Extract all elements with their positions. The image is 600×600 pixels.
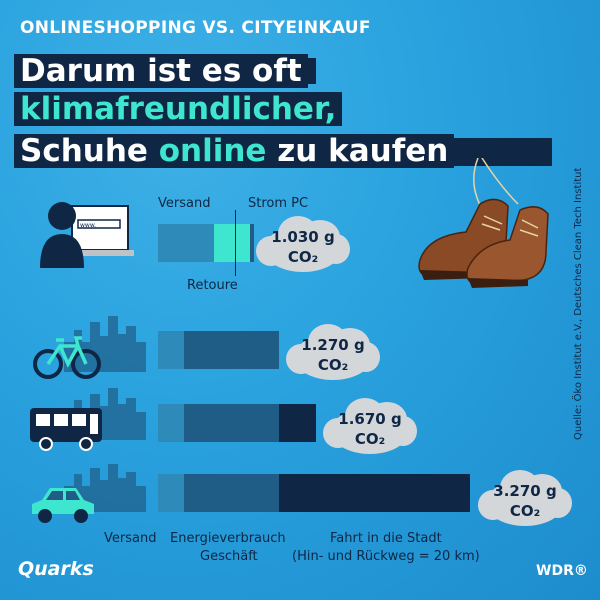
co2-unit: CO₂: [354, 430, 386, 448]
headline-bar-decoration: [450, 138, 552, 166]
label-leader-line: [235, 210, 236, 276]
co2-value: 1.030 g: [271, 228, 335, 246]
bike-bar: [158, 331, 279, 369]
headline-line-1: Darum ist es oft: [14, 54, 308, 88]
bus-bar: [158, 404, 316, 442]
headline-line-3: Schuhe online zu kaufen: [14, 133, 455, 169]
bar-segment-versand: [158, 331, 184, 369]
legend-energie-line2: Geschäft: [200, 549, 258, 564]
legend-energie-line1: Energieverbrauch: [170, 531, 286, 546]
co2-value: 3.270 g: [493, 482, 557, 500]
co2-cloud-bike: 1.270 g CO₂: [286, 322, 380, 380]
car-bar: [158, 474, 470, 512]
headline-accent: online: [158, 133, 267, 169]
label-strom-pc: Strom PC: [248, 196, 309, 211]
co2-cloud-bus: 1.670 g CO₂: [323, 396, 417, 454]
bar-segment-energie: [184, 474, 279, 512]
bar-segment-fahrt: [279, 404, 316, 442]
computer-user-icon: www.: [40, 202, 134, 268]
bar-segment-energie: [184, 331, 279, 369]
car-icon: [32, 488, 94, 523]
quarks-logo: Quarks: [18, 558, 94, 580]
bar-segment-fahrt: [279, 474, 470, 512]
bar-segment-retoure: [214, 224, 250, 262]
bar-segment-strom-pc: [250, 224, 254, 262]
co2-unit: CO₂: [317, 356, 349, 374]
bus-icon: [30, 408, 102, 451]
co2-cloud-car: 3.270 g CO₂: [478, 468, 572, 526]
headline-text: zu kaufen: [266, 133, 449, 169]
legend-versand: Versand: [104, 531, 157, 546]
legend-fahrt-line1: Fahrt in die Stadt: [330, 531, 442, 546]
bicycle-icon: [33, 336, 101, 379]
laptop-url-text: www.: [80, 222, 96, 229]
bar-segment-energie: [184, 404, 279, 442]
co2-value: 1.270 g: [301, 336, 365, 354]
kicker-title: ONLINESHOPPING VS. CITYEINKAUF: [20, 18, 371, 38]
label-versand-top: Versand: [158, 196, 211, 211]
bar-segment-versand: [158, 224, 214, 262]
co2-unit: CO₂: [287, 248, 319, 266]
headline-line-2: klimafreundlicher,: [14, 92, 343, 126]
co2-unit: CO₂: [509, 502, 541, 520]
source-note: Quelle: Öko Institut e.V., Deutsches Cle…: [573, 167, 584, 440]
wdr-logo: WDR®: [536, 563, 588, 579]
city-skyline-icon: [64, 464, 146, 512]
co2-value: 1.670 g: [338, 410, 402, 428]
label-retoure: Retoure: [187, 278, 238, 293]
shoes-illustration: [418, 158, 549, 288]
bar-segment-versand: [158, 474, 184, 512]
legend-fahrt-line2: (Hin- und Rückweg = 20 km): [292, 549, 480, 564]
co2-cloud-online: 1.030 g CO₂: [256, 214, 350, 272]
bar-segment-versand: [158, 404, 184, 442]
headline-text: Schuhe: [20, 133, 159, 169]
online-bar: [158, 224, 254, 262]
